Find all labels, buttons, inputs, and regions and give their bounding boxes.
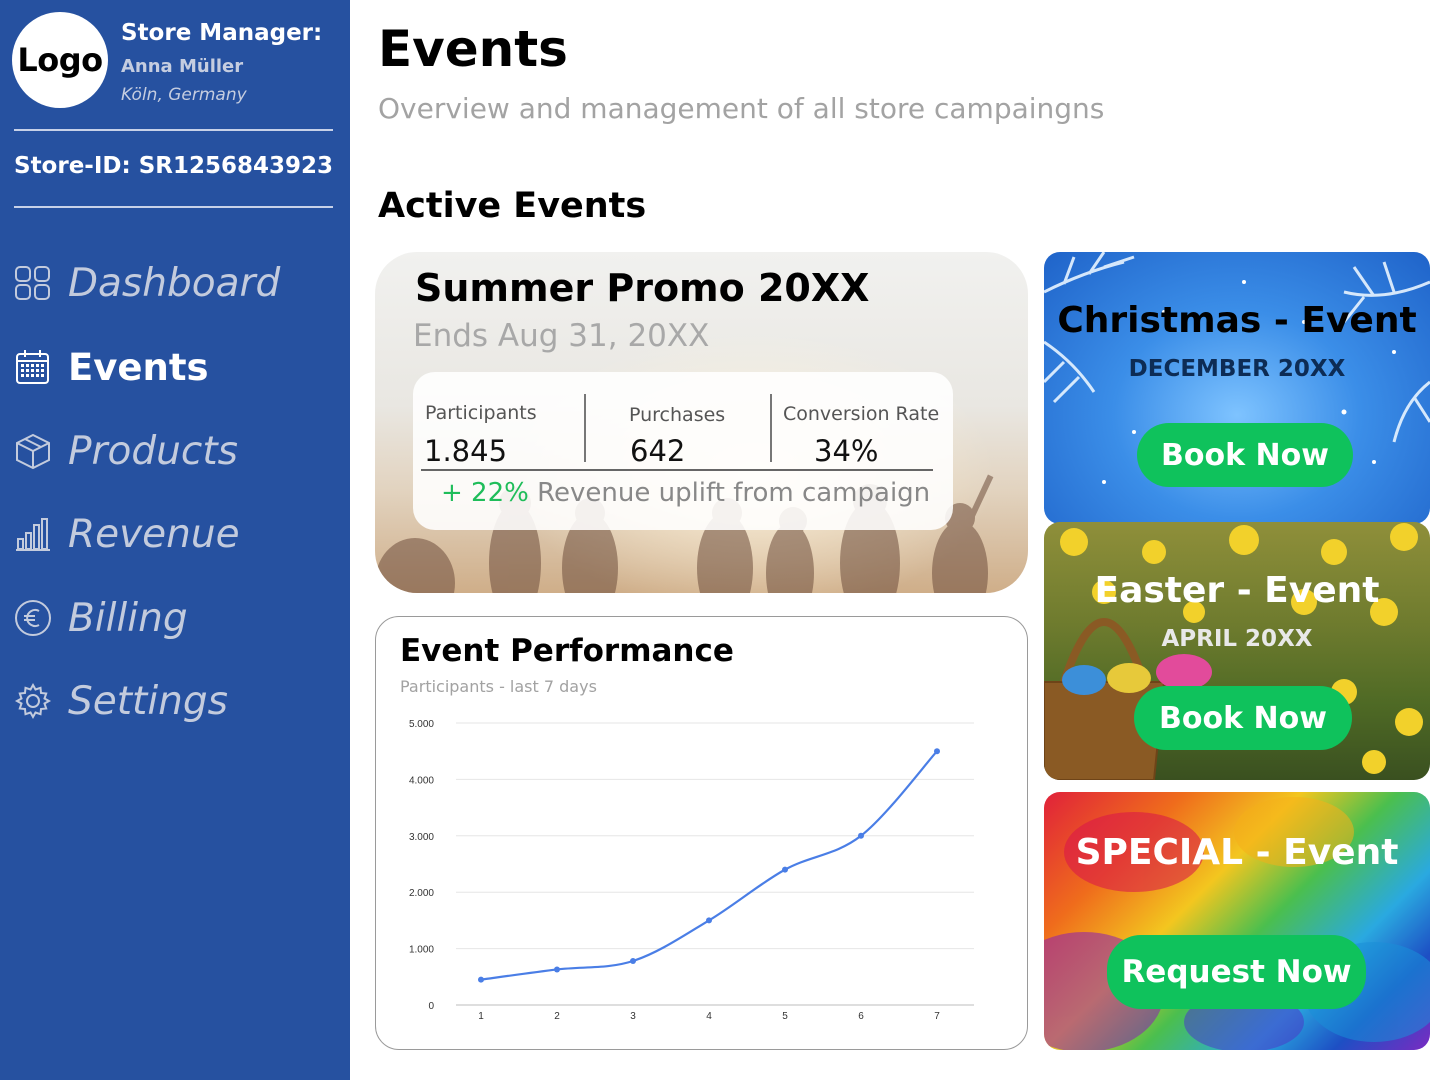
box-icon bbox=[16, 433, 50, 470]
manager-location: Köln, Germany bbox=[121, 85, 247, 105]
snowy-branches-image bbox=[1044, 252, 1430, 484]
conversion-label: Conversion Rate bbox=[783, 403, 940, 425]
x-tick-label: 5 bbox=[782, 1011, 788, 1022]
page-title: Events bbox=[378, 20, 568, 78]
easter-event-card[interactable]: Easter - Event APRIL 20XX Book Now bbox=[1044, 522, 1430, 780]
manager-title: Store Manager: bbox=[121, 20, 323, 46]
y-tick-label: 0 bbox=[428, 1001, 434, 1012]
euro-icon bbox=[15, 600, 51, 636]
data-point bbox=[554, 966, 560, 973]
page-subtitle: Overview and management of all store cam… bbox=[378, 92, 1105, 125]
chart-title: Event Performance bbox=[400, 633, 734, 669]
stat-separator bbox=[584, 394, 586, 462]
y-tick-label: 1.000 bbox=[409, 945, 434, 956]
event-title: SPECIAL - Event bbox=[1075, 832, 1399, 873]
data-point bbox=[478, 976, 484, 983]
sidebar-item-events[interactable]: Events bbox=[14, 337, 334, 397]
promo-title: Summer Promo 20XX bbox=[415, 266, 870, 310]
logo[interactable]: Logo bbox=[12, 12, 108, 108]
watercolor-background bbox=[1044, 797, 1430, 1050]
sidebar-divider bbox=[14, 129, 333, 131]
sidebar-item-label: Dashboard bbox=[68, 260, 281, 306]
sidebar-item-label: Events bbox=[68, 345, 209, 389]
data-point bbox=[630, 958, 636, 965]
x-tick-label: 7 bbox=[934, 1011, 940, 1022]
data-point bbox=[706, 917, 712, 924]
sidebar-item-label: Billing bbox=[68, 595, 188, 641]
christmas-event-card[interactable]: Christmas - Event DECEMBER 20XX Book Now bbox=[1044, 252, 1430, 524]
purchases-value: 642 bbox=[630, 434, 686, 468]
event-date: APRIL 20XX bbox=[1161, 626, 1313, 652]
stat-underline bbox=[421, 469, 933, 471]
x-tick-label: 6 bbox=[858, 1011, 864, 1022]
chart-subtitle: Participants - last 7 days bbox=[400, 677, 597, 696]
sidebar-item-settings[interactable]: Settings bbox=[14, 671, 334, 731]
book-now-button[interactable]: Book Now bbox=[1134, 686, 1352, 750]
sidebar-item-label: Products bbox=[68, 428, 238, 474]
event-title: Christmas - Event bbox=[1057, 300, 1417, 341]
event-title: Easter - Event bbox=[1094, 570, 1380, 611]
x-tick-label: 4 bbox=[706, 1011, 712, 1022]
x-tick-label: 3 bbox=[630, 1011, 636, 1022]
purchases-label: Purchases bbox=[629, 404, 726, 426]
request-now-button[interactable]: Request Now bbox=[1107, 935, 1366, 1009]
participants-label: Participants bbox=[425, 402, 537, 424]
manager-name: Anna Müller bbox=[121, 56, 244, 77]
data-point bbox=[934, 748, 940, 755]
event-date: DECEMBER 20XX bbox=[1128, 356, 1346, 382]
section-title: Active Events bbox=[378, 186, 647, 226]
sidebar-item-label: Revenue bbox=[68, 511, 240, 557]
store-id: Store-ID: SR1256843923 bbox=[14, 153, 334, 179]
book-now-button[interactable]: Book Now bbox=[1137, 423, 1353, 487]
x-tick-label: 2 bbox=[554, 1011, 560, 1022]
sidebar-divider bbox=[14, 206, 333, 208]
special-event-card[interactable]: SPECIAL - Event Request Now bbox=[1044, 792, 1430, 1050]
sidebar-item-label: Settings bbox=[68, 678, 228, 724]
series-line bbox=[480, 750, 938, 981]
sidebar-item-revenue[interactable]: Revenue bbox=[14, 504, 334, 564]
uplift-percent: + 22% bbox=[441, 478, 529, 508]
promo-end-date: Ends Aug 31, 20XX bbox=[413, 318, 710, 354]
promo-stats-panel: Participants 1.845 Purchases 642 Convers… bbox=[413, 372, 953, 530]
participants-line-chart: 0 1.000 2.000 3.000 4.000 5.000 1 2 3 4 5 6 7 bbox=[409, 719, 974, 1022]
y-tick-label: 3.000 bbox=[409, 832, 434, 843]
conversion-value: 34% bbox=[814, 434, 879, 468]
gear-icon bbox=[14, 682, 52, 720]
summer-promo-card[interactable]: Summer Promo 20XX Ends Aug 31, 20XX Part… bbox=[375, 252, 1028, 593]
main-content: Events Overview and management of all st… bbox=[350, 0, 1440, 1080]
participants-value: 1.845 bbox=[424, 434, 508, 468]
x-tick-label: 1 bbox=[478, 1011, 484, 1022]
dashboard-grid-icon bbox=[15, 266, 50, 300]
revenue-uplift: + 22% Revenue uplift from campaign bbox=[441, 478, 930, 508]
data-point bbox=[858, 832, 864, 839]
sidebar-item-products[interactable]: Products bbox=[14, 421, 334, 481]
sidebar-item-dashboard[interactable]: Dashboard bbox=[14, 253, 334, 313]
calendar-icon bbox=[16, 350, 49, 384]
data-point bbox=[782, 866, 788, 873]
uplift-text: Revenue uplift from campaign bbox=[528, 478, 931, 508]
stat-separator bbox=[770, 394, 772, 462]
sidebar-item-billing[interactable]: Billing bbox=[14, 588, 334, 648]
easter-basket-image bbox=[1044, 523, 1423, 780]
event-performance-card: Event Performance Participants - last 7 … bbox=[375, 616, 1028, 1050]
bar-chart-icon bbox=[16, 518, 50, 551]
y-tick-label: 2.000 bbox=[409, 888, 434, 899]
sidebar: Logo Store Manager: Anna Müller Köln, Ge… bbox=[0, 0, 350, 1080]
y-tick-label: 5.000 bbox=[409, 719, 434, 730]
y-tick-label: 4.000 bbox=[409, 775, 434, 786]
